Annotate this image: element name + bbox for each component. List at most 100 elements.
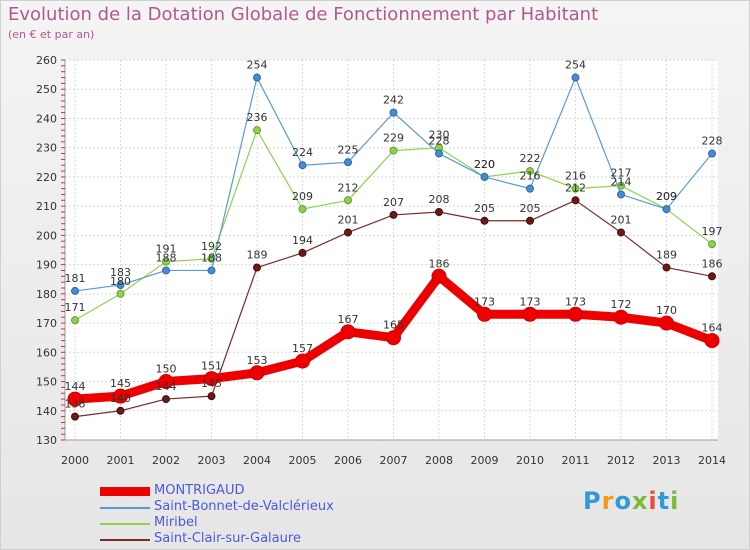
y-tick-label: 260	[36, 54, 57, 67]
data-label: 216	[520, 170, 541, 183]
x-tick-label: 2014	[698, 454, 726, 467]
data-point-0	[158, 374, 174, 390]
data-label: 214	[611, 175, 632, 188]
data-point-2	[571, 184, 580, 193]
logo-letter: t	[657, 487, 671, 515]
data-label: 138	[65, 398, 86, 411]
data-label: 189	[247, 249, 268, 262]
data-point-0	[431, 268, 447, 284]
data-point-1	[298, 161, 307, 170]
data-label: 242	[383, 94, 404, 107]
data-label: 209	[656, 190, 677, 203]
y-tick-label: 130	[36, 434, 57, 447]
logo-letter: o	[614, 487, 632, 515]
data-label: 205	[474, 202, 495, 215]
y-tick-label: 190	[36, 259, 57, 272]
data-point-2	[344, 196, 352, 205]
data-point-3	[116, 406, 125, 415]
data-label: 173	[565, 295, 586, 308]
x-tick-label: 2003	[198, 454, 226, 467]
data-point-3	[344, 228, 352, 237]
legend-label: Miribel	[154, 515, 198, 530]
data-point-0	[386, 330, 401, 346]
data-label: 230	[429, 129, 450, 142]
data-label: 183	[110, 266, 131, 279]
data-point-1	[435, 149, 443, 158]
data-point-3	[298, 248, 307, 257]
x-tick-label: 2006	[334, 454, 362, 467]
data-label: 186	[429, 257, 450, 270]
data-point-0	[295, 353, 310, 369]
data-label: 172	[611, 298, 632, 311]
data-point-3	[162, 395, 170, 404]
chart-title: Evolution de la Dotation Globale de Fonc…	[8, 4, 599, 25]
data-label: 229	[383, 132, 404, 145]
data-point-3	[708, 272, 716, 281]
y-tick-label: 210	[36, 200, 57, 213]
legend-label: Saint-Clair-sur-Galaure	[154, 531, 301, 546]
data-point-3	[662, 263, 671, 272]
data-label: 145	[201, 377, 222, 390]
data-label: 181	[65, 272, 86, 285]
data-label: 189	[656, 249, 677, 262]
data-label: 140	[110, 392, 131, 405]
y-tick-label: 160	[36, 346, 57, 359]
data-point-1	[526, 184, 534, 193]
data-point-0	[659, 315, 674, 331]
x-tick-label: 2011	[562, 454, 590, 467]
logo-letter: x	[631, 487, 649, 515]
data-point-3	[71, 412, 79, 421]
legend-swatch	[100, 539, 150, 541]
data-label: 173	[474, 295, 495, 308]
data-point-2	[389, 146, 398, 155]
data-point-2	[526, 167, 534, 176]
data-label: 254	[565, 59, 586, 72]
data-label: 150	[156, 363, 177, 376]
data-label: 191	[156, 243, 177, 256]
data-label: 217	[611, 167, 632, 180]
x-tick-label: 2000	[61, 454, 89, 467]
data-point-2	[116, 289, 125, 298]
y-tick-label: 230	[36, 142, 57, 155]
data-label: 153	[247, 354, 268, 367]
data-point-0	[249, 365, 265, 381]
data-label: 171	[65, 301, 86, 314]
legend-swatch	[100, 507, 150, 509]
logo-letter: P	[583, 487, 602, 515]
legend-label: MONTRIGAUD	[154, 483, 245, 498]
data-point-3	[617, 228, 625, 237]
data-point-1	[162, 266, 170, 275]
data-point-0	[113, 388, 128, 404]
data-label: 205	[520, 202, 541, 215]
chart-subtitle: (en € et par an)	[8, 28, 95, 41]
data-label: 192	[201, 240, 222, 253]
data-point-0	[613, 309, 629, 325]
logo-letter: i	[670, 487, 680, 515]
data-label: 180	[110, 275, 131, 288]
data-point-1	[571, 73, 580, 82]
data-point-1	[344, 158, 352, 167]
data-point-2	[298, 205, 307, 214]
data-point-0	[204, 371, 219, 387]
data-label: 157	[292, 342, 313, 355]
data-point-3	[253, 263, 261, 272]
data-label: 144	[65, 380, 86, 393]
data-label: 254	[247, 59, 268, 72]
data-point-1	[207, 266, 216, 275]
data-point-1	[708, 149, 716, 158]
data-point-0	[67, 391, 83, 407]
y-tick-label: 200	[36, 229, 57, 242]
data-point-1	[480, 172, 489, 181]
data-point-3	[480, 216, 489, 225]
x-tick-label: 2009	[471, 454, 499, 467]
data-point-3	[389, 210, 398, 219]
data-label: 212	[338, 181, 359, 194]
data-point-2	[71, 316, 79, 325]
x-tick-label: 2007	[380, 454, 408, 467]
data-label: 186	[702, 257, 723, 270]
data-point-1	[389, 108, 398, 117]
data-label: 188	[156, 251, 177, 264]
data-label: 209	[656, 190, 677, 203]
data-label: 216	[565, 170, 586, 183]
logo-letter: i	[648, 487, 658, 515]
